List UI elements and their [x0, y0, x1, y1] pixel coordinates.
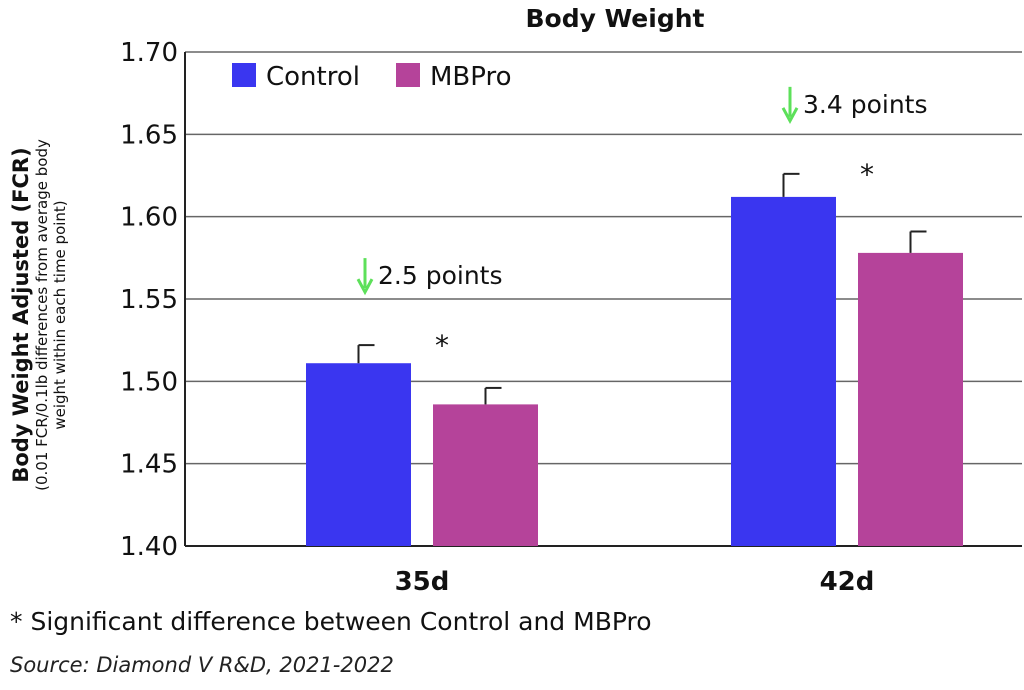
legend-label: Control — [266, 62, 360, 92]
y-axis-label: Body Weight Adjusted (FCR) — [9, 147, 33, 482]
bar-mbpro-42d — [858, 252, 963, 547]
annotations: 2.5 points * 3.4 points * — [356, 86, 928, 362]
y-axis-label-group: Body Weight Adjusted (FCR) (0.01 FCR/0.1… — [9, 139, 69, 491]
down-arrow-head — [781, 107, 799, 125]
legend: Control MBPro — [232, 62, 512, 92]
annotation-label: 2.5 points — [378, 261, 503, 290]
legend-label: MBPro — [430, 62, 512, 92]
footnote: * Significant difference between Control… — [10, 607, 652, 636]
significance-marker: * — [435, 329, 449, 362]
significance-marker: * — [860, 158, 874, 191]
bar-control-35d — [306, 363, 411, 546]
legend-swatch — [232, 63, 256, 87]
down-arrow-head — [356, 278, 374, 296]
bar-chart: Body Weight Body Weight Adjusted (FCR) (… — [9, 4, 1022, 597]
y-tick-label: 1.40 — [120, 532, 178, 562]
y-tick-label: 1.50 — [120, 367, 178, 397]
y-tick-labels: 1.40 1.45 1.50 1.55 1.60 1.65 1.70 — [120, 38, 178, 562]
bar-control-42d — [731, 196, 836, 546]
bar-mbpro-35d — [433, 404, 538, 546]
y-axis-sublabel-line1: (0.01 FCR/0.1lb differences from average… — [33, 139, 51, 491]
annotation-label: 3.4 points — [803, 90, 928, 119]
category-labels: 35d 42d — [395, 567, 875, 597]
y-tick-label: 1.45 — [120, 450, 178, 480]
category-label: 42d — [820, 567, 875, 597]
bars — [306, 196, 963, 547]
category-label: 35d — [395, 567, 450, 597]
error-bars — [357, 172, 927, 405]
y-tick-label: 1.60 — [120, 203, 178, 233]
y-axis-sublabel-line2: weight within each time point) — [51, 200, 69, 429]
legend-swatch — [396, 63, 420, 87]
y-tick-label: 1.55 — [120, 285, 178, 315]
source-note: Source: Diamond V R&D, 2021-2022 — [10, 653, 394, 677]
y-tick-label: 1.70 — [120, 38, 178, 68]
chart-title: Body Weight — [526, 4, 705, 33]
y-tick-label: 1.65 — [120, 120, 178, 150]
